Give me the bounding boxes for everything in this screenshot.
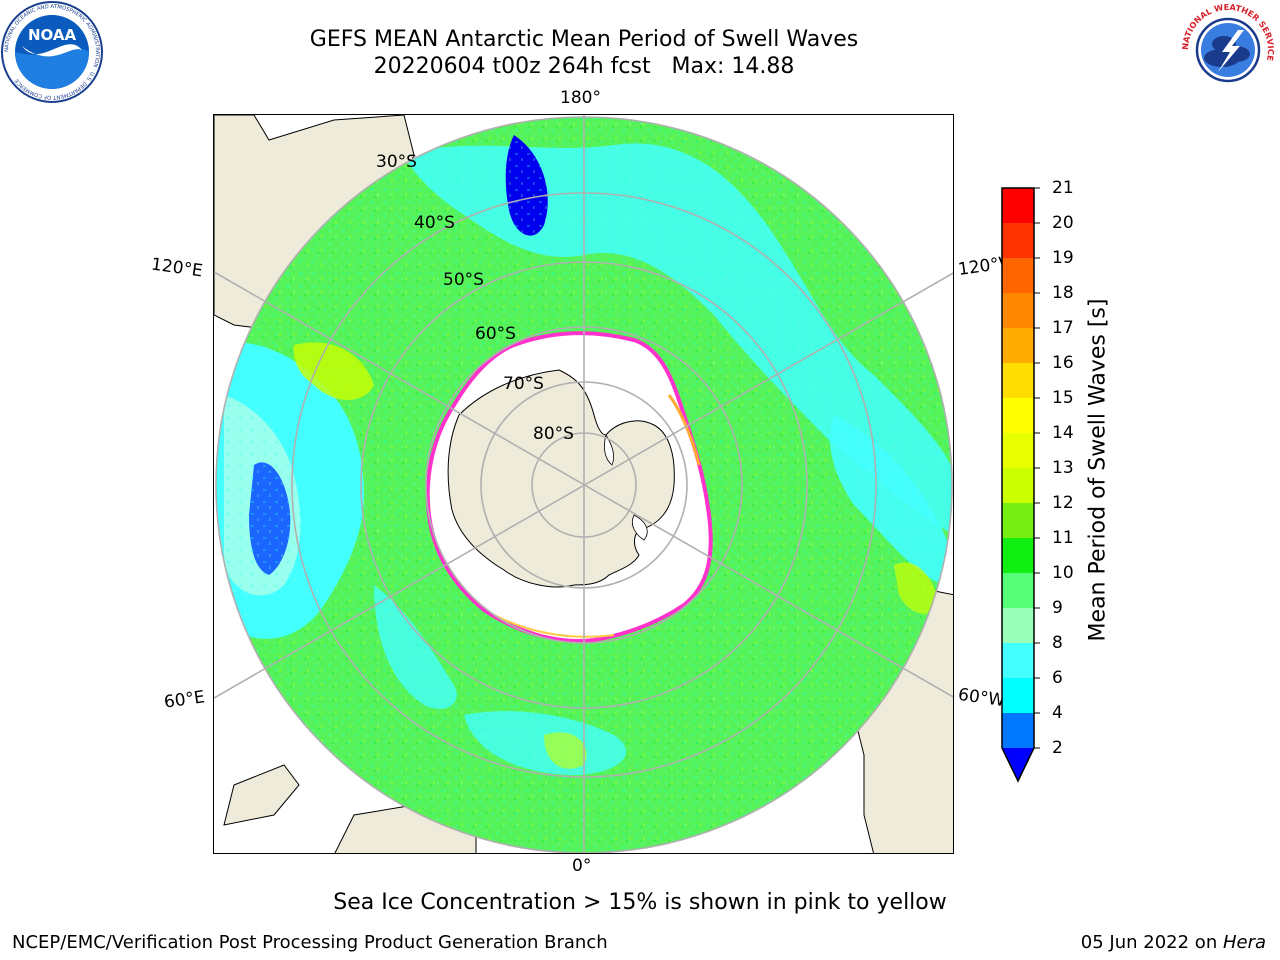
colorbar-tick-label: 6 (1052, 668, 1063, 688)
colorbar-tick-label: 4 (1052, 703, 1063, 723)
colorbar-swatch (1002, 643, 1034, 678)
colorbar-tick-label: 13 (1052, 458, 1074, 478)
noaa-logo: NATIONAL OCEANIC AND ATMOSPHERIC ADMINIS… (0, 0, 104, 108)
colorbar-tick-label: 12 (1052, 493, 1074, 513)
sea-ice-footnote: Sea Ice Concentration > 15% is shown in … (333, 890, 947, 915)
colorbar-tick-label: 16 (1052, 353, 1074, 373)
colorbar-tick-label: 21 (1052, 178, 1074, 198)
lat-label-80s: 80°S (533, 424, 574, 444)
lon-label-60w: 60°W (956, 684, 1007, 712)
colorbar-swatch (1002, 433, 1034, 468)
colorbar-swatch (1002, 713, 1034, 748)
polar-map (213, 114, 954, 854)
date-text: 05 Jun 2022 on (1080, 932, 1223, 953)
colorbar-swatch (1002, 538, 1034, 573)
colorbar-swatch (1002, 608, 1034, 643)
title-line-1: GEFS MEAN Antarctic Mean Period of Swell… (309, 27, 859, 52)
colorbar-swatch (1002, 678, 1034, 713)
machine-name: Hera (1222, 932, 1266, 953)
colorbar-swatch (1002, 503, 1034, 538)
lon-label-120e: 120°E (149, 254, 204, 282)
colorbar-label: Mean Period of Swell Waves [s] (1085, 298, 1111, 642)
chart-title: GEFS MEAN Antarctic Mean Period of Swell… (0, 26, 1168, 80)
noaa-logo-text: NOAA (28, 26, 77, 44)
colorbar-tick-label: 10 (1052, 563, 1074, 583)
graticule (214, 115, 953, 853)
lat-label-30s: 30°S (376, 152, 417, 172)
producer-credit: NCEP/EMC/Verification Post Processing Pr… (12, 932, 608, 953)
colorbar-swatch (1002, 258, 1034, 293)
colorbar-tick-label: 9 (1052, 598, 1063, 618)
lat-label-40s: 40°S (414, 213, 455, 233)
lat-label-70s: 70°S (503, 374, 544, 394)
colorbar-swatch (1002, 468, 1034, 503)
lon-label-60e: 60°E (162, 687, 207, 713)
generated-date: 05 Jun 2022 on Hera (1081, 932, 1266, 953)
colorbar-tick-label: 15 (1052, 388, 1074, 408)
colorbar-swatch (1002, 328, 1034, 363)
colorbar-swatch (1002, 223, 1034, 258)
colorbar-swatch (1002, 293, 1034, 328)
colorbar (1001, 187, 1040, 783)
colorbar-tick-label: 2 (1052, 738, 1063, 758)
colorbar-tick-label: 14 (1052, 423, 1074, 443)
colorbar-swatch (1002, 398, 1034, 433)
lon-label-180: 180° (560, 88, 601, 108)
colorbar-swatch (1002, 573, 1034, 608)
colorbar-swatch (1002, 363, 1034, 398)
lon-label-0: 0° (572, 856, 592, 876)
colorbar-tick-label: 18 (1052, 283, 1074, 303)
colorbar-tick-label: 8 (1052, 633, 1063, 653)
title-line-2: 20220604 t00z 264h fcst Max: 14.88 (373, 54, 795, 79)
colorbar-tick-label: 20 (1052, 213, 1074, 233)
colorbar-tick-label: 17 (1052, 318, 1074, 338)
lat-label-60s: 60°S (475, 324, 516, 344)
colorbar-swatch (1002, 748, 1034, 781)
lat-label-50s: 50°S (443, 270, 484, 290)
colorbar-swatch (1002, 188, 1034, 223)
nws-logo: NATIONAL WEATHER SERVICE (1178, 0, 1278, 104)
colorbar-tick-label: 11 (1052, 528, 1074, 548)
colorbar-tick-label: 19 (1052, 248, 1074, 268)
colorbar-swatches (1001, 187, 1040, 783)
colorbar-outline (1001, 187, 1035, 783)
antarctica (447, 369, 675, 588)
